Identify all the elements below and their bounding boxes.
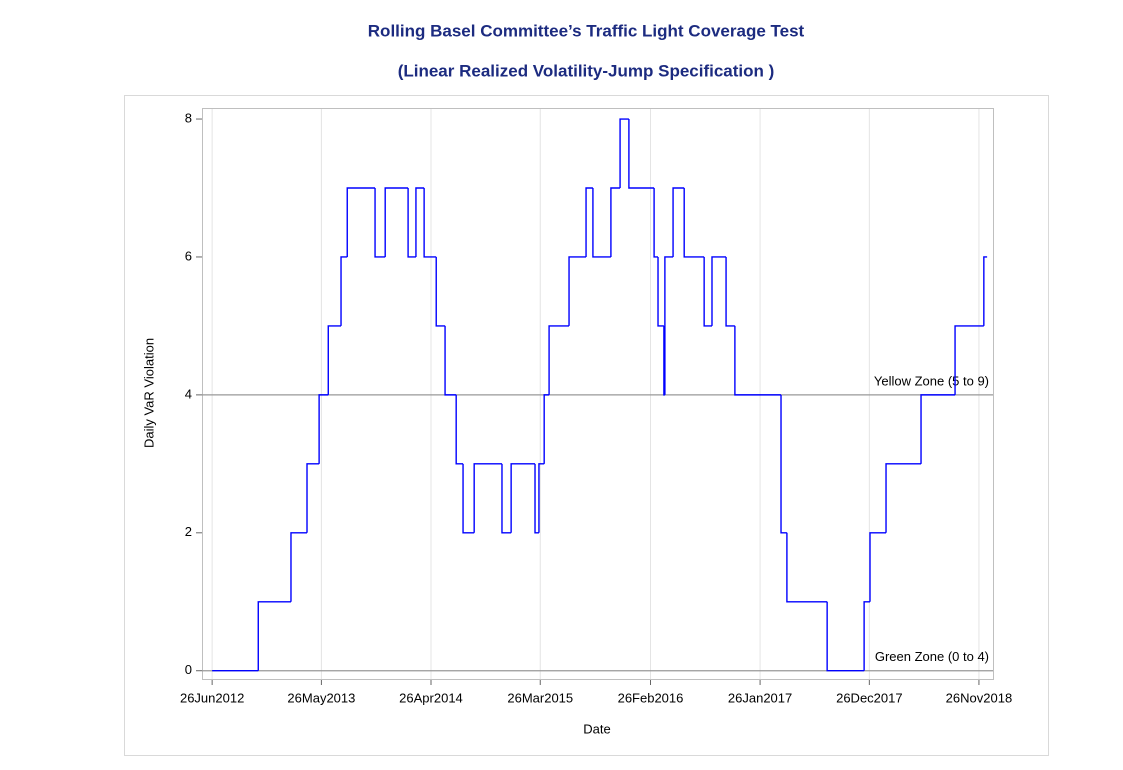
line-step [734, 325, 782, 396]
y-tick-label: 2 [185, 524, 192, 539]
line-step [619, 118, 629, 188]
x-tick-label: 26Nov2018 [946, 690, 1013, 705]
line-step [869, 532, 887, 602]
line-step [374, 187, 386, 258]
plot-area [202, 108, 994, 680]
line-step [415, 187, 425, 257]
line-step [672, 187, 685, 257]
y-axis-label: Daily VaR Violation [141, 338, 156, 448]
line-step [703, 256, 712, 327]
line-step [863, 601, 870, 671]
line-step [455, 394, 464, 465]
line-step [826, 601, 865, 672]
reference-label: Green Zone (0 to 4) [875, 649, 989, 664]
line-step [407, 187, 416, 258]
line-step [885, 463, 922, 533]
x-tick-label: 26Dec2017 [836, 690, 903, 705]
line-step [664, 256, 674, 395]
line-step [318, 394, 329, 464]
line-step [384, 187, 409, 257]
line-step [510, 463, 536, 533]
line-step [327, 325, 342, 395]
line-step [346, 187, 376, 257]
line-step [786, 532, 828, 603]
chart-title: Rolling Basel Committee’s Traffic Light … [368, 21, 805, 40]
line-step [711, 256, 727, 326]
reference-label: Yellow Zone (5 to 9) [874, 373, 989, 388]
line-step [954, 325, 984, 395]
line-step [983, 256, 988, 326]
y-tick-label: 8 [185, 110, 192, 125]
y-tick-label: 4 [185, 386, 192, 401]
x-tick-label: 26Apr2014 [399, 690, 463, 705]
line-step [340, 256, 348, 326]
line-step [435, 256, 446, 327]
x-tick-label: 26Jun2012 [180, 690, 244, 705]
line-step [444, 325, 457, 396]
line-step [538, 463, 545, 533]
line-step [548, 325, 570, 395]
line-step [725, 256, 735, 327]
line-step [628, 119, 655, 189]
y-tick-label: 6 [185, 248, 192, 263]
line-step [657, 256, 664, 327]
line-step [610, 187, 621, 257]
x-tick-label: 26Jan2017 [728, 690, 792, 705]
line-step [290, 532, 308, 602]
line-step [462, 463, 475, 534]
line-step [592, 187, 611, 258]
line-step [780, 394, 787, 534]
line-step [257, 601, 291, 671]
y-tick-label: 0 [185, 662, 192, 677]
line-step [585, 187, 593, 257]
line-step [423, 187, 437, 258]
line-step [306, 463, 320, 533]
chart-subtitle: (Linear Realized Volatility-Jump Specifi… [398, 61, 775, 80]
line-step [473, 463, 502, 533]
line-step [683, 187, 705, 258]
x-tick-label: 26May2013 [287, 690, 355, 705]
x-tick-label: 26Mar2015 [507, 690, 573, 705]
line-step [568, 256, 587, 326]
x-tick-label: 26Feb2016 [618, 690, 684, 705]
line-step [653, 187, 659, 258]
line-step [501, 463, 512, 534]
x-axis-label: Date [583, 721, 610, 736]
line-step [920, 394, 956, 464]
line-step [534, 463, 539, 534]
line-step [543, 394, 550, 464]
